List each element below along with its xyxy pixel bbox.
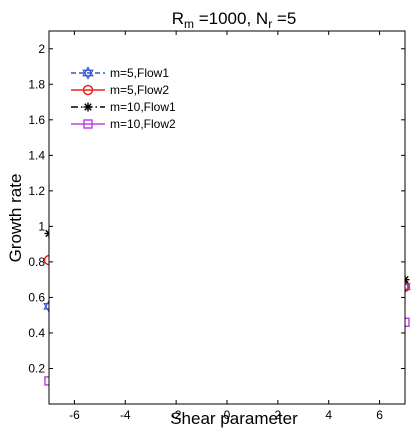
data-point: [82, 66, 94, 80]
x-tick-label: 0: [224, 408, 231, 422]
x-axis-label: Shear parameter: [170, 409, 298, 428]
y-axis-label: Growth rate: [6, 174, 25, 263]
y-tick-label: 1.4: [28, 148, 45, 162]
y-tick-label: 0.6: [28, 290, 45, 304]
x-tick-label: -4: [120, 408, 131, 422]
y-tick-label: 0.4: [28, 326, 45, 340]
y-tick-label: 1.2: [28, 184, 45, 198]
legend-label: m=10,Flow2: [110, 117, 176, 131]
y-tick-label: 0.8: [28, 255, 45, 269]
legend-label: m=5,Flow1: [110, 66, 169, 80]
x-tick-label: -6: [69, 408, 80, 422]
data-point: [82, 84, 94, 96]
y-tick-label: 2: [38, 42, 45, 56]
x-tick-label: 2: [275, 408, 282, 422]
x-tick-label: 4: [325, 408, 332, 422]
y-tick-label: 1.6: [28, 113, 45, 127]
legend-label: m=10,Flow1: [110, 100, 176, 114]
chart-title: Rm =1000, Nr =5: [172, 9, 297, 31]
y-tick-label: 0.2: [28, 361, 45, 375]
x-tick-label: -2: [171, 408, 182, 422]
legend-item: m=5,Flow2: [71, 83, 169, 97]
x-tick-label: 6: [376, 408, 383, 422]
y-tick-label: 1.8: [28, 77, 45, 91]
data-point: [83, 102, 93, 112]
y-tick-label: 1: [38, 219, 45, 233]
data-point: [83, 119, 93, 129]
legend-item: m=10,Flow1: [71, 100, 176, 114]
legend-item: m=5,Flow1: [71, 66, 169, 80]
legend: m=5,Flow1 m=5,Flow2 m=10,Flow1 m=10,Flow2: [67, 61, 187, 137]
legend-item: m=10,Flow2: [71, 117, 176, 131]
legend-label: m=5,Flow2: [110, 83, 169, 97]
